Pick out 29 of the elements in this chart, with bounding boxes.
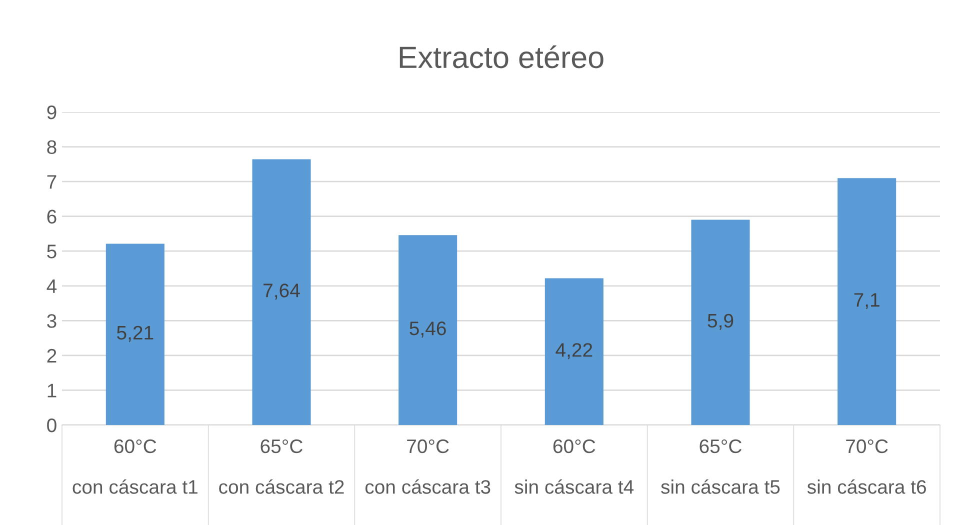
y-tick-label: 2 xyxy=(47,348,56,362)
data-label: 4,22 xyxy=(556,343,592,360)
data-label: 5,9 xyxy=(708,314,734,330)
y-tick-label: 4 xyxy=(46,280,57,293)
category-label: 65°C sin cáscara t5 xyxy=(661,439,780,494)
data-label: 7,1 xyxy=(854,293,880,310)
data-label: 7,64 xyxy=(264,284,300,300)
category-label: 60°C con cáscara t1 xyxy=(72,439,198,494)
y-tick-label: 5 xyxy=(47,244,56,258)
y-tick-label: 0 xyxy=(47,418,56,432)
category-label: 60°C sin cáscara t4 xyxy=(514,439,634,494)
chart-title: Extracto etéreo xyxy=(400,45,604,68)
bar xyxy=(252,159,311,425)
category-label: 70°C con cáscara t3 xyxy=(365,439,490,494)
bar xyxy=(544,278,604,425)
bar xyxy=(691,220,750,425)
y-tick-label: 7 xyxy=(47,175,56,189)
bar xyxy=(838,178,896,425)
data-label: 5,21 xyxy=(117,326,154,342)
y-tick-label: 3 xyxy=(47,314,56,328)
y-tick-label: 6 xyxy=(47,210,56,224)
y-tick-label: 8 xyxy=(47,140,56,154)
data-label: 5,46 xyxy=(410,322,446,338)
bar xyxy=(106,244,164,425)
category-label: 65°C con cáscara t2 xyxy=(219,439,344,494)
y-tick-label: 1 xyxy=(48,384,56,398)
y-tick-label: 9 xyxy=(47,105,56,120)
category-label: 70°C sin cáscara t6 xyxy=(807,439,926,494)
bar xyxy=(398,235,458,425)
